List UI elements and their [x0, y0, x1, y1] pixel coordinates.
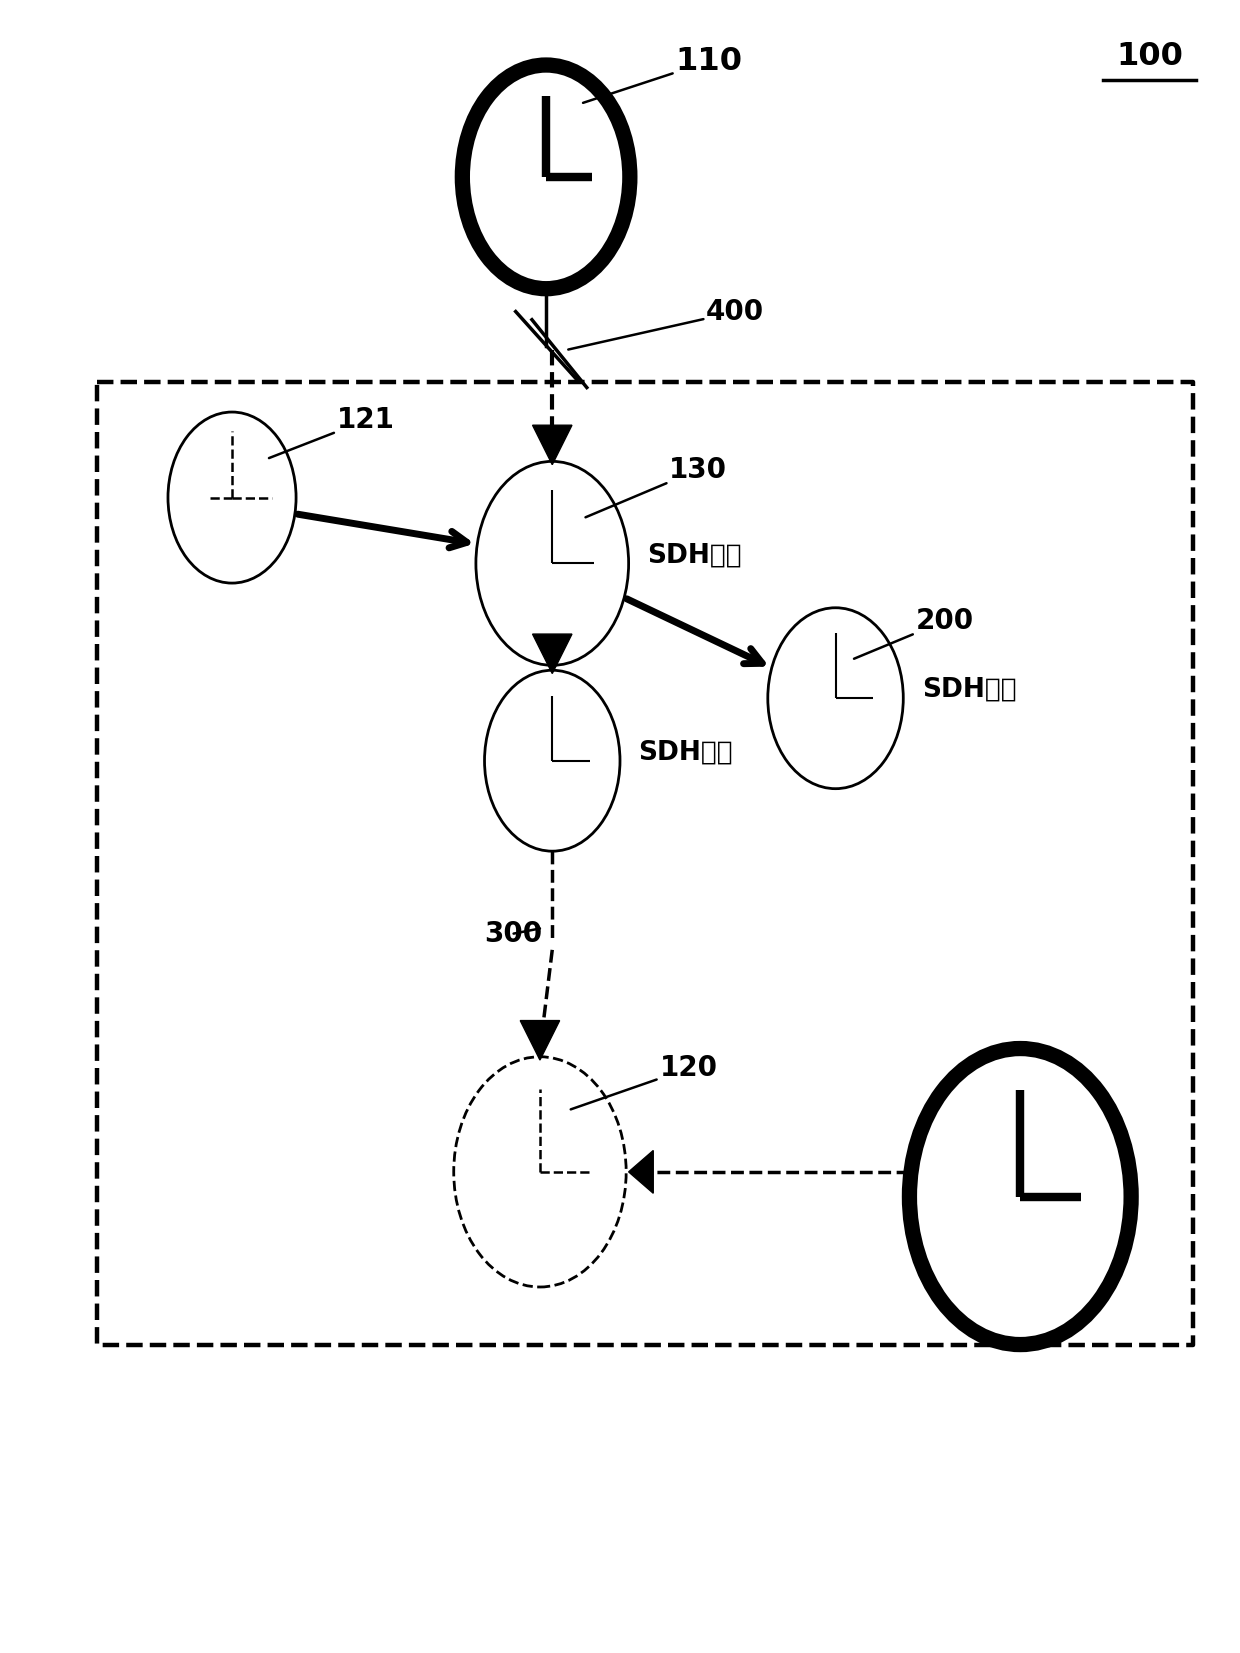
Text: 400: 400 — [568, 298, 764, 349]
Polygon shape — [629, 1150, 653, 1193]
Circle shape — [485, 669, 620, 851]
Circle shape — [167, 412, 296, 584]
Text: SDH节点: SDH节点 — [647, 542, 742, 569]
Circle shape — [476, 461, 629, 665]
Circle shape — [909, 1048, 1131, 1344]
Circle shape — [768, 608, 903, 788]
Circle shape — [463, 64, 630, 289]
Text: 130: 130 — [585, 456, 728, 517]
Polygon shape — [532, 635, 572, 673]
Text: 120: 120 — [570, 1055, 718, 1109]
Text: 300: 300 — [485, 919, 543, 947]
Text: 121: 121 — [269, 407, 394, 458]
Text: 100: 100 — [1116, 41, 1183, 73]
Text: 110: 110 — [583, 46, 743, 102]
Polygon shape — [521, 1020, 559, 1060]
Circle shape — [454, 1056, 626, 1288]
Polygon shape — [532, 425, 572, 464]
Text: SDH节点: SDH节点 — [921, 678, 1017, 703]
Text: SDH节点: SDH节点 — [639, 739, 733, 765]
Text: 200: 200 — [854, 607, 973, 660]
